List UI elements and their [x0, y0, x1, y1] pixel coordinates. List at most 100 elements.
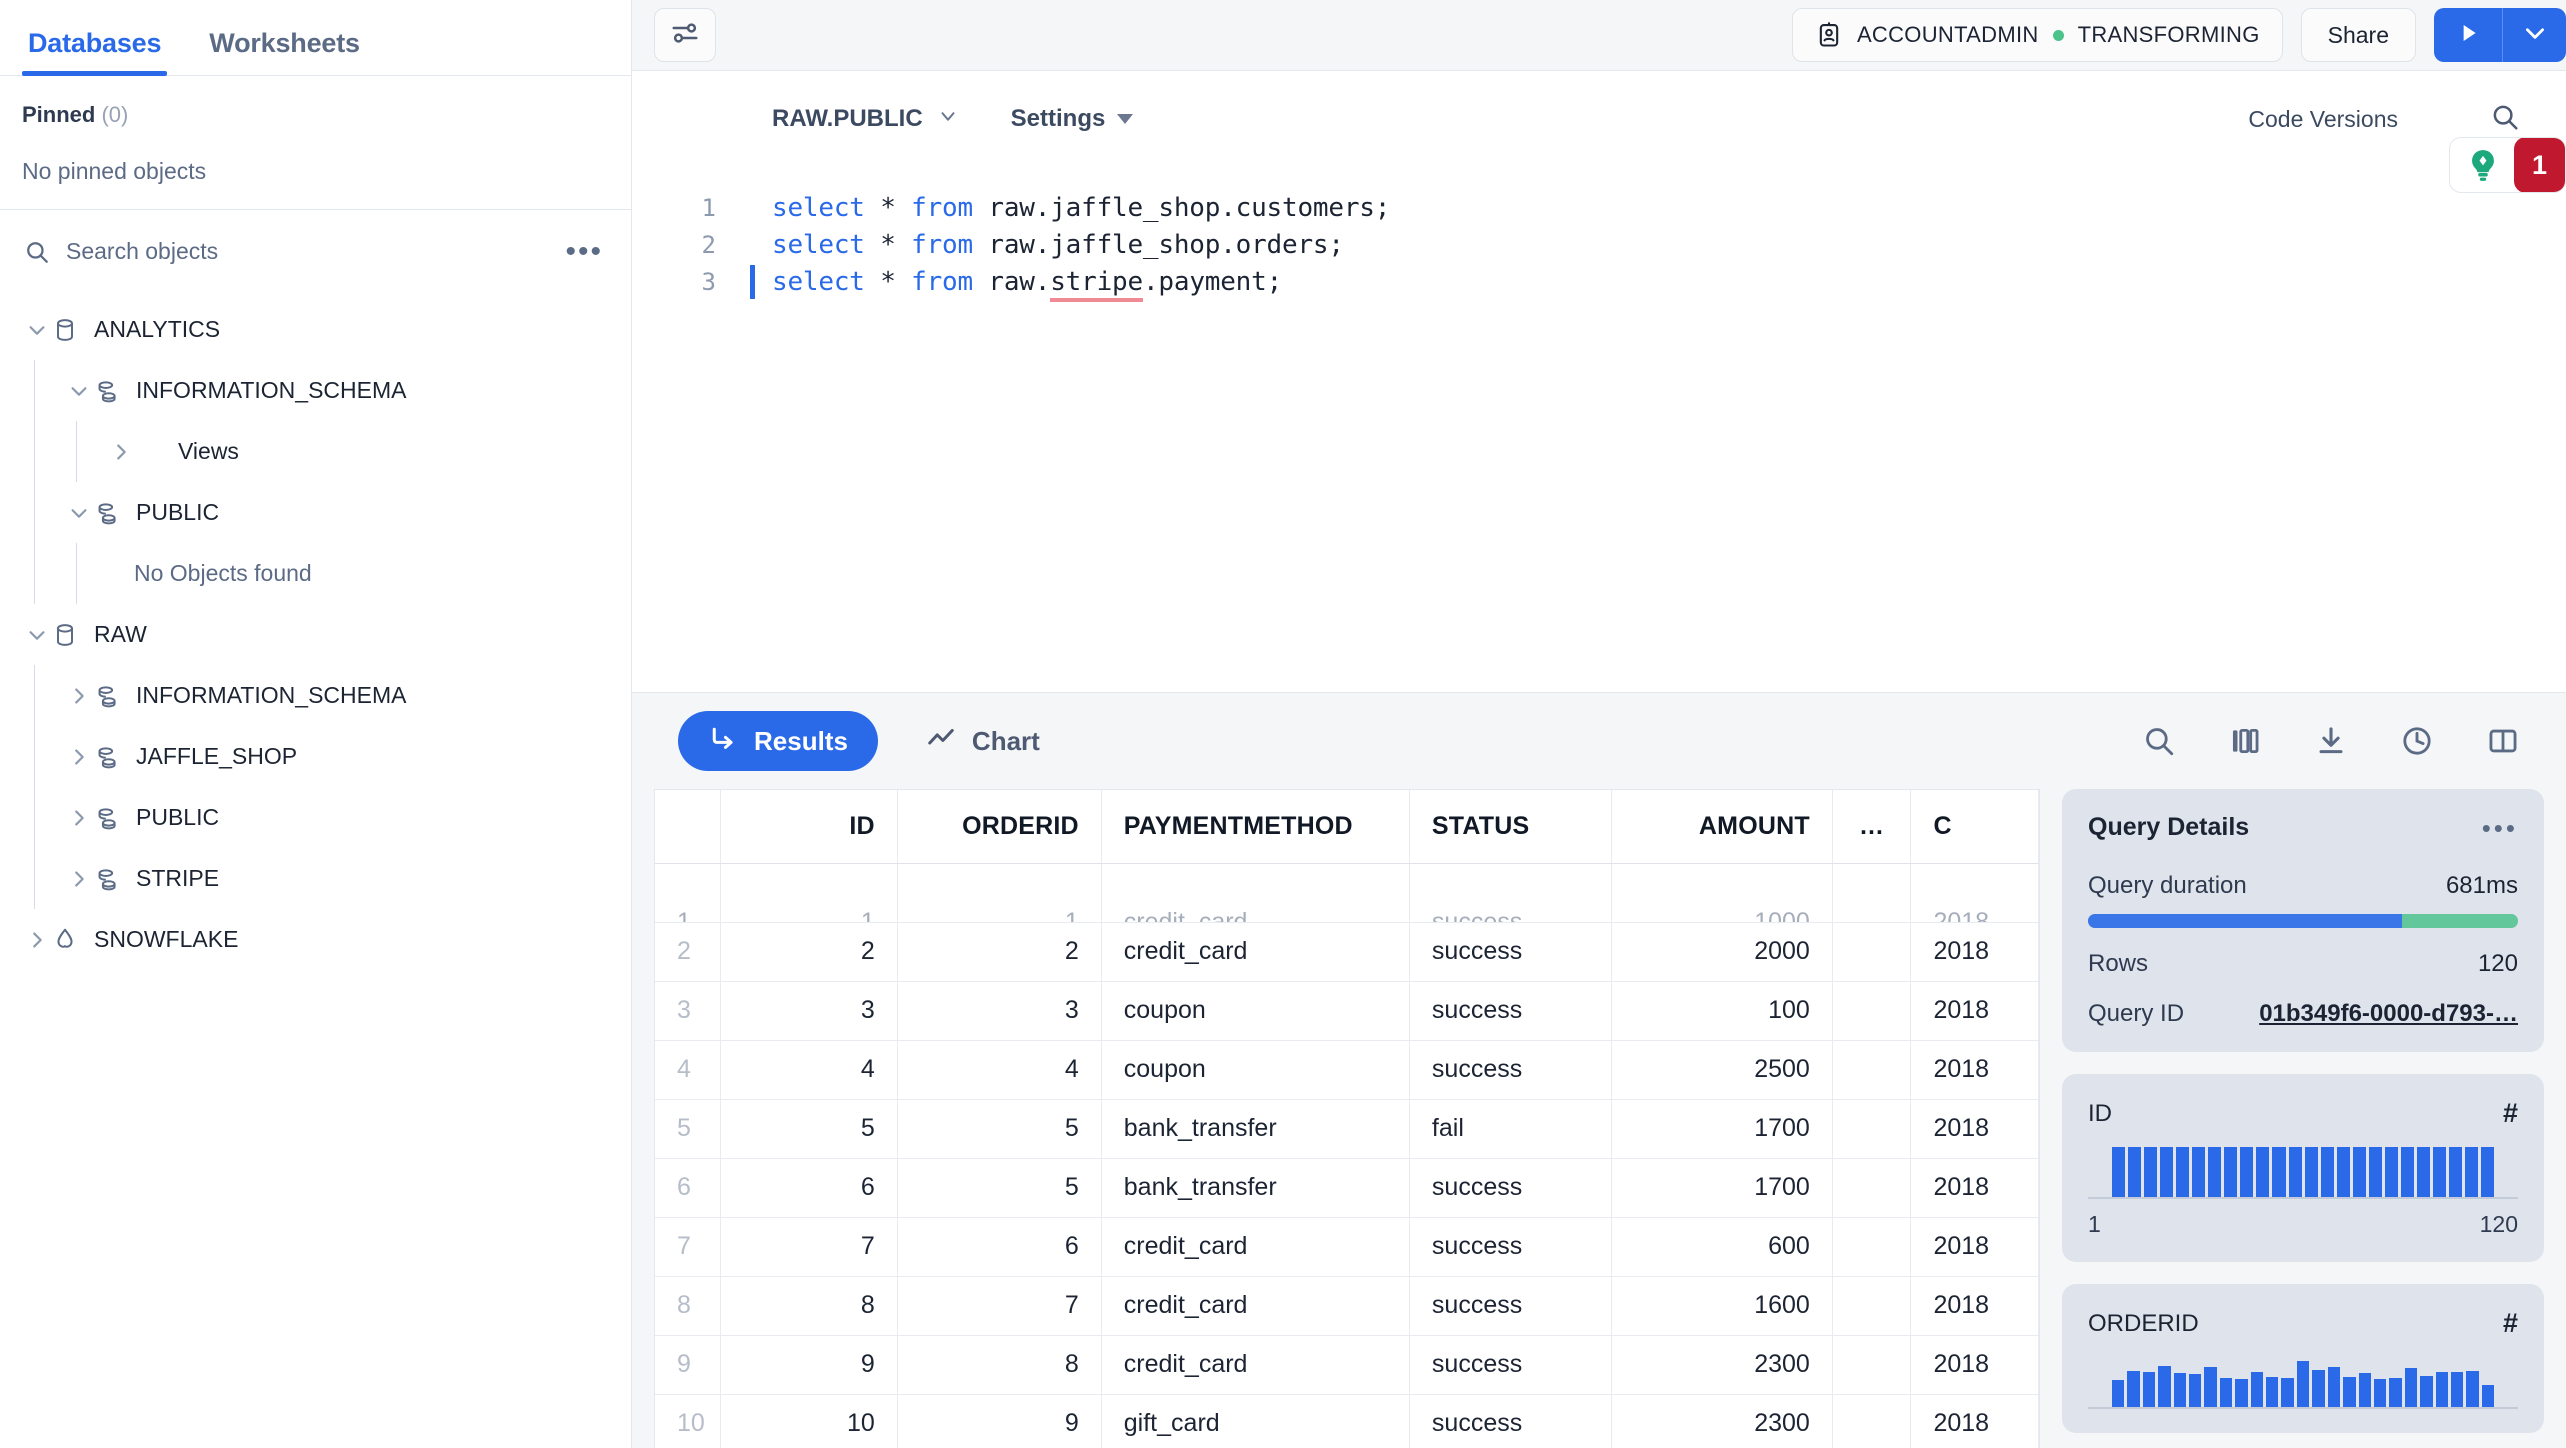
tree-item-stripe[interactable]: STRIPE	[0, 848, 631, 909]
code-line[interactable]: 3 select * from raw.stripe.payment;	[632, 263, 2566, 302]
chevron-down-icon[interactable]	[66, 500, 92, 526]
cursor-spacer	[750, 228, 755, 262]
histogram-bar	[2320, 1147, 2334, 1197]
histogram-bar	[2404, 1368, 2418, 1407]
share-button[interactable]: Share	[2300, 8, 2416, 62]
code-suggestion-chip[interactable]: 1	[2448, 137, 2566, 193]
panel-layout-icon[interactable]	[2486, 724, 2520, 758]
table-row[interactable]: 10 10 9 gift_card success 2300 2018	[655, 1394, 2039, 1448]
sidebar-more-icon[interactable]: •••	[565, 234, 603, 268]
tab-databases[interactable]: Databases	[22, 28, 168, 76]
tree-item-snowflake[interactable]: SNOWFLAKE	[0, 909, 631, 970]
role-warehouse-selector[interactable]: ACCOUNTADMIN TRANSFORMING	[1791, 8, 2283, 62]
histogram-bar	[2127, 1371, 2140, 1407]
tab-worksheets[interactable]: Worksheets	[209, 28, 360, 58]
line-number: 3	[701, 267, 716, 296]
search-icon[interactable]	[2142, 724, 2176, 758]
chevron-down-icon[interactable]	[24, 317, 50, 343]
col-header-created[interactable]: C	[1910, 790, 2039, 864]
col-header-id[interactable]: ID	[720, 790, 898, 864]
table-row[interactable]: 7 7 6 credit_card success 600 2018	[655, 1217, 2039, 1277]
col-header-orderid[interactable]: ORDERID	[897, 790, 1102, 864]
table-row[interactable]: 9 9 8 credit_card success 2300 2018	[655, 1335, 2039, 1395]
col-header-status[interactable]: STATUS	[1409, 790, 1612, 864]
col-header-overflow[interactable]: …	[1832, 790, 1912, 864]
suggestion-count-badge: 1	[2513, 138, 2565, 192]
top-bar-right: ACCOUNTADMIN TRANSFORMING Share	[1791, 0, 2566, 70]
col-header-amount[interactable]: AMOUNT	[1611, 790, 1833, 864]
columns-icon[interactable]	[2228, 724, 2262, 758]
tree-item-jaffle-shop[interactable]: JAFFLE_SHOP	[0, 726, 631, 787]
tree-item-public[interactable]: PUBLIC	[0, 482, 631, 543]
results-body: ID ORDERID PAYMENTMETHOD STATUS AMOUNT ……	[632, 789, 2566, 1448]
tree-guide-line	[34, 360, 35, 421]
tree-item-information-schema[interactable]: INFORMATION_SCHEMA	[0, 360, 631, 421]
histogram-bar	[2343, 1377, 2356, 1407]
chevron-right-icon[interactable]	[108, 439, 134, 465]
tree-item-no-objects-found[interactable]: No Objects found	[0, 543, 631, 604]
chevron-right-icon[interactable]	[66, 683, 92, 709]
chevron-right-icon[interactable]	[66, 744, 92, 770]
histogram-axis-id: 1 120	[2088, 1211, 2518, 1238]
table-row[interactable]: 6 6 5 bank_transfer success 1700 2018	[655, 1158, 2039, 1218]
chevron-down-icon[interactable]	[24, 622, 50, 648]
more-dots-icon[interactable]: •••	[2481, 812, 2518, 843]
code-editor[interactable]: 1 select * from raw.jaffle_shop.customers…	[632, 167, 2566, 692]
tree-item-public[interactable]: PUBLIC	[0, 787, 631, 848]
col-header-paymentmethod[interactable]: PAYMENTMETHOD	[1101, 790, 1410, 864]
code-line[interactable]: 2 select * from raw.jaffle_shop.orders;	[632, 226, 2566, 263]
histogram-title-orderid: ORDERID	[2088, 1309, 2199, 1337]
cell-rownum: 10	[655, 1394, 722, 1448]
run-options-button[interactable]	[2502, 8, 2566, 62]
cell-paymentmethod: credit_card	[1101, 922, 1410, 982]
query-details-card: Query Details ••• Query duration 681ms	[2062, 789, 2544, 1052]
table-row[interactable]: 2 2 2 credit_card success 2000 2018	[655, 922, 2039, 982]
editor-toolbar: RAW.PUBLIC Settings Code Versions	[632, 71, 2566, 167]
database-schema-selector[interactable]: RAW.PUBLIC	[772, 105, 959, 134]
chevron-down-icon[interactable]	[66, 378, 92, 404]
pinned-title: Pinned	[22, 102, 96, 127]
pinned-empty-text: No pinned objects	[22, 158, 207, 184]
query-id-link[interactable]: 01b349f6-0000-d793-…	[2259, 1000, 2518, 1027]
tree-item-analytics[interactable]: ANALYTICS	[0, 299, 631, 360]
tab-chart[interactable]: Chart	[896, 711, 1070, 771]
results-grid[interactable]: ID ORDERID PAYMENTMETHOD STATUS AMOUNT ……	[654, 789, 2040, 1448]
table-header-row: ID ORDERID PAYMENTMETHOD STATUS AMOUNT ……	[655, 790, 2039, 864]
cell-status: success	[1409, 1335, 1612, 1395]
search-input[interactable]	[66, 238, 544, 265]
table-row[interactable]: 5 5 5 bank_transfer fail 1700 2018	[655, 1099, 2039, 1159]
table-row[interactable]: 3 3 3 coupon success 100 2018	[655, 981, 2039, 1041]
histogram-bar	[2358, 1373, 2371, 1407]
histogram-bar	[2466, 1371, 2479, 1407]
query-id-label: Query ID	[2088, 1000, 2185, 1027]
lightbulb-icon	[2464, 146, 2502, 184]
role-label: ACCOUNTADMIN	[1856, 22, 2039, 47]
query-duration-value: 681ms	[2445, 872, 2518, 899]
code-versions-button[interactable]: Code Versions	[2248, 105, 2398, 132]
chevron-right-icon[interactable]	[66, 866, 92, 892]
sliders-icon-button[interactable]	[654, 8, 716, 62]
chevron-right-icon[interactable]	[24, 927, 50, 953]
table-row[interactable]: 1 1 1 credit_card success 1000 2018	[655, 863, 2039, 923]
editor-search-button[interactable]	[2490, 102, 2520, 137]
tree-item-label: RAW	[94, 621, 147, 647]
run-button[interactable]	[2434, 8, 2502, 62]
tab-results[interactable]: Results	[678, 711, 878, 771]
cell-rownum: 2	[655, 922, 722, 982]
search-objects-row: •••	[0, 210, 631, 291]
histogram-bar	[2400, 1147, 2414, 1197]
chevron-right-icon[interactable]	[66, 805, 92, 831]
tree-item-information-schema[interactable]: INFORMATION_SCHEMA	[0, 665, 631, 726]
tree-item-raw[interactable]: RAW	[0, 604, 631, 665]
table-row[interactable]: 8 8 7 credit_card success 1600 2018	[655, 1276, 2039, 1336]
code-line[interactable]: 1 select * from raw.jaffle_shop.customers…	[632, 189, 2566, 226]
tree-item-views[interactable]: Views	[0, 421, 631, 482]
history-clock-icon[interactable]	[2400, 724, 2434, 758]
download-icon[interactable]	[2314, 724, 2348, 758]
settings-menu[interactable]: Settings	[1011, 105, 1134, 133]
table-row[interactable]: 4 4 4 coupon success 2500 2018	[655, 1040, 2039, 1100]
cell-id: 4	[720, 1040, 898, 1100]
caret-down-icon	[1117, 114, 1134, 124]
histogram-header-orderid: ORDERID #	[2088, 1308, 2518, 1339]
snowflake-icon	[50, 925, 80, 955]
